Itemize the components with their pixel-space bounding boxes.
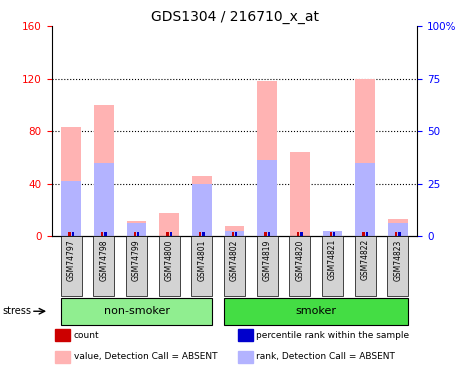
Bar: [363, 232, 365, 236]
Bar: [333, 232, 335, 236]
Bar: [395, 232, 397, 236]
Bar: [235, 232, 237, 236]
Text: stress: stress: [2, 306, 31, 316]
Bar: [366, 232, 368, 236]
Bar: [191, 236, 212, 296]
Bar: [388, 223, 408, 236]
Bar: [61, 298, 212, 325]
Bar: [238, 329, 253, 341]
Bar: [225, 226, 244, 236]
Text: value, Detection Call = ABSENT: value, Detection Call = ABSENT: [74, 352, 217, 362]
Bar: [398, 232, 401, 236]
Text: GSM74823: GSM74823: [393, 239, 402, 280]
Text: GSM74801: GSM74801: [197, 239, 206, 280]
Bar: [170, 232, 172, 236]
Text: non-smoker: non-smoker: [104, 306, 169, 316]
Bar: [323, 231, 342, 236]
Bar: [356, 79, 375, 236]
Bar: [257, 236, 278, 296]
Text: GSM74821: GSM74821: [328, 239, 337, 280]
Bar: [257, 160, 277, 236]
Bar: [268, 232, 270, 236]
Bar: [93, 236, 114, 296]
Bar: [127, 220, 146, 236]
Text: GSM74799: GSM74799: [132, 239, 141, 281]
Text: rank, Detection Call = ABSENT: rank, Detection Call = ABSENT: [257, 352, 395, 362]
Bar: [322, 236, 343, 296]
Bar: [159, 213, 179, 236]
Bar: [202, 232, 204, 236]
Bar: [290, 152, 310, 236]
Bar: [61, 128, 81, 236]
Bar: [72, 232, 74, 236]
Bar: [387, 236, 408, 296]
Bar: [238, 351, 253, 363]
Text: GSM74802: GSM74802: [230, 239, 239, 280]
Bar: [166, 232, 169, 236]
Bar: [300, 232, 303, 236]
Bar: [104, 232, 106, 236]
Bar: [257, 81, 277, 236]
Bar: [265, 232, 267, 236]
Bar: [225, 231, 244, 236]
Bar: [137, 232, 139, 236]
Bar: [101, 232, 103, 236]
Bar: [55, 329, 70, 341]
Text: GSM74797: GSM74797: [67, 239, 76, 281]
Text: GSM74800: GSM74800: [165, 239, 174, 281]
Bar: [330, 232, 332, 236]
Bar: [94, 163, 113, 236]
Bar: [224, 298, 408, 325]
Text: smoker: smoker: [295, 306, 337, 316]
Text: count: count: [74, 330, 99, 339]
Bar: [61, 236, 82, 296]
Bar: [289, 236, 310, 296]
Text: GSM74819: GSM74819: [263, 239, 272, 280]
Text: GSM74798: GSM74798: [99, 239, 108, 281]
Bar: [55, 351, 70, 363]
Bar: [68, 232, 71, 236]
Bar: [192, 184, 212, 236]
Bar: [126, 236, 147, 296]
Bar: [297, 232, 299, 236]
Bar: [159, 236, 180, 296]
Bar: [356, 163, 375, 236]
Bar: [224, 236, 245, 296]
Bar: [94, 105, 113, 236]
Bar: [134, 232, 136, 236]
Bar: [388, 219, 408, 236]
Text: GSM74820: GSM74820: [295, 239, 304, 280]
Text: GSM74822: GSM74822: [361, 239, 370, 280]
Bar: [61, 181, 81, 236]
Bar: [232, 232, 234, 236]
Text: percentile rank within the sample: percentile rank within the sample: [257, 330, 409, 339]
Bar: [192, 176, 212, 236]
Bar: [355, 236, 376, 296]
Title: GDS1304 / 216710_x_at: GDS1304 / 216710_x_at: [151, 10, 318, 24]
Bar: [199, 232, 201, 236]
Bar: [127, 223, 146, 236]
